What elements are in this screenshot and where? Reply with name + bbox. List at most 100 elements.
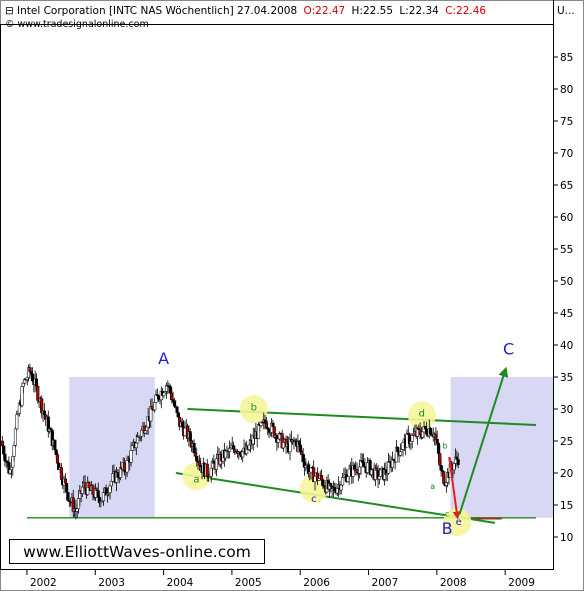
y-tick-label: 35 <box>560 372 573 384</box>
candle-body <box>195 456 199 462</box>
shaded-regions <box>69 377 553 518</box>
candle-body <box>96 490 100 498</box>
candle-body <box>3 453 7 462</box>
y-tick-label: 65 <box>560 180 573 192</box>
y-tick-label: 10 <box>560 532 573 544</box>
wave-label-e-8: e <box>456 517 462 528</box>
y-tick-label: 85 <box>560 52 573 64</box>
header-low: L:22.34 <box>399 5 439 17</box>
candle-body <box>362 462 366 467</box>
x-tick-label: 2004 <box>167 577 194 589</box>
forecast-arrow-1 <box>448 456 461 520</box>
y-tick-label: 45 <box>560 308 573 320</box>
wave-label-c-6: c <box>311 494 317 505</box>
y-tick-label: 55 <box>560 244 573 256</box>
candle-body <box>63 478 67 484</box>
candle-body <box>231 445 236 450</box>
y-tick-label: 75 <box>560 116 573 128</box>
x-tick-label: 2003 <box>98 577 125 589</box>
candle-body <box>400 449 404 453</box>
candle-body <box>209 467 213 477</box>
wave-label-B-2: B <box>442 519 453 538</box>
y-tick-label: 20 <box>560 468 573 480</box>
candle-body <box>308 471 312 475</box>
candle-body <box>13 428 18 446</box>
x-tick-label: 2005 <box>235 577 262 589</box>
candle-body <box>66 492 70 501</box>
candle-body <box>333 487 337 492</box>
wave-label-c-11: c <box>445 510 449 519</box>
candle-body <box>143 430 148 434</box>
highlight-circle-4 <box>407 401 436 430</box>
candle-body <box>329 483 333 487</box>
candle-body <box>30 373 35 382</box>
candle-body <box>87 482 91 488</box>
candle-body <box>264 423 268 429</box>
candle-body <box>101 492 106 502</box>
candle-body <box>346 476 350 482</box>
candle-body <box>442 471 446 484</box>
candle-body <box>129 450 133 463</box>
candle-body <box>352 465 356 470</box>
candle-body <box>180 421 184 428</box>
candle-body <box>188 431 192 442</box>
candle-body <box>109 481 113 487</box>
candle-body <box>355 469 359 473</box>
candle-body <box>205 463 209 477</box>
candle-body <box>136 436 140 444</box>
candle-body <box>20 386 24 406</box>
wave-label-a-9: a <box>430 482 435 491</box>
candle-body <box>377 476 381 480</box>
candle-body <box>341 477 345 486</box>
candle-body <box>212 460 216 464</box>
wave-label-C-3: C <box>503 340 514 359</box>
candle-body <box>171 399 175 402</box>
candle-body <box>91 485 95 495</box>
candle-body <box>298 444 303 452</box>
candle-body <box>297 440 301 446</box>
header-expand-icon[interactable]: ⊟ <box>5 5 14 17</box>
highlight-circle-5 <box>443 508 472 537</box>
candle-body <box>80 486 85 494</box>
y-tick-label: 60 <box>560 212 573 224</box>
candle-body <box>150 406 154 410</box>
candle-body <box>130 445 134 451</box>
candle-body <box>65 482 69 493</box>
candle-body <box>335 488 339 494</box>
candle-body <box>358 466 362 474</box>
candle-body <box>238 451 242 456</box>
candle-body <box>15 414 19 430</box>
candle-body <box>76 498 81 509</box>
candle-body <box>409 441 413 445</box>
candle-body <box>313 475 317 483</box>
candle-body <box>0 440 4 447</box>
candle-body <box>405 433 409 448</box>
wave-label-d-7: d <box>419 409 425 420</box>
candle-body <box>192 443 196 454</box>
candle-body <box>398 451 402 456</box>
candle-body <box>214 458 219 470</box>
candle-body <box>387 461 391 474</box>
candle-body <box>301 453 305 463</box>
candle-body <box>34 378 39 387</box>
y-tick-label: 80 <box>560 84 573 96</box>
wave-label-A-1: A <box>158 349 169 368</box>
candle-body <box>83 482 87 489</box>
wave-label-b-5: b <box>251 402 257 413</box>
candle-body <box>263 419 267 424</box>
candle-body <box>42 410 46 416</box>
x-tick-label: 2007 <box>372 577 399 589</box>
candle-body <box>396 447 400 453</box>
candle-body <box>172 401 176 407</box>
candle-body <box>12 445 16 457</box>
candle-body <box>300 451 304 455</box>
x-tick-label: 2009 <box>508 577 535 589</box>
candle-body <box>435 438 439 444</box>
y-tick-label: 15 <box>560 500 573 512</box>
shaded-region-1 <box>69 377 155 518</box>
x-tick-label: 2008 <box>440 577 467 589</box>
candle-body <box>224 450 228 459</box>
candle-body <box>153 402 157 411</box>
candle-body <box>145 426 149 431</box>
candle-body <box>444 482 448 486</box>
